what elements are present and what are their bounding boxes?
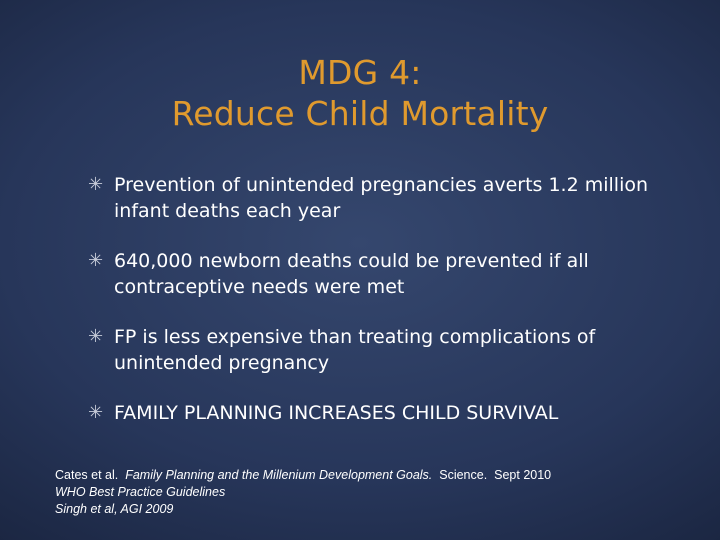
references: Cates et al. Family Planning and the Mil… <box>55 467 551 518</box>
asterisk-icon: ✳ <box>88 326 104 347</box>
bullet-item: ✳ FAMILY PLANNING INCREASES CHILD SURVIV… <box>88 400 688 426</box>
reference-author: Cates et al. <box>55 468 119 482</box>
reference-journal: Science. <box>439 468 488 482</box>
bullet-text: 640,000 newborn deaths could be prevente… <box>114 250 589 298</box>
bullet-item: ✳ FP is less expensive than treating com… <box>88 324 688 376</box>
bullet-text: FAMILY PLANNING INCREASES CHILD SURVIVAL <box>114 402 559 424</box>
title-line-1: MDG 4: <box>298 53 422 92</box>
reference-2: WHO Best Practice Guidelines <box>55 485 226 499</box>
asterisk-icon: ✳ <box>88 402 104 423</box>
title-line-2: Reduce Child Mortality <box>171 94 549 133</box>
asterisk-icon: ✳ <box>88 174 104 195</box>
asterisk-icon: ✳ <box>88 250 104 271</box>
reference-title: Family Planning and the Millenium Develo… <box>125 468 433 482</box>
bullet-list: ✳ Prevention of unintended pregnancies a… <box>88 172 688 450</box>
bullet-item: ✳ 640,000 newborn deaths could be preven… <box>88 248 688 300</box>
reference-3: Singh et al, AGI 2009 <box>55 502 174 516</box>
bullet-item: ✳ Prevention of unintended pregnancies a… <box>88 172 688 224</box>
reference-date: Sept 2010 <box>494 468 552 482</box>
bullet-text: Prevention of unintended pregnancies ave… <box>114 174 649 222</box>
bullet-text: FP is less expensive than treating compl… <box>114 326 596 374</box>
reference-1: Cates et al. Family Planning and the Mil… <box>55 467 551 484</box>
slide-title: MDG 4: Reduce Child Mortality <box>0 52 720 134</box>
